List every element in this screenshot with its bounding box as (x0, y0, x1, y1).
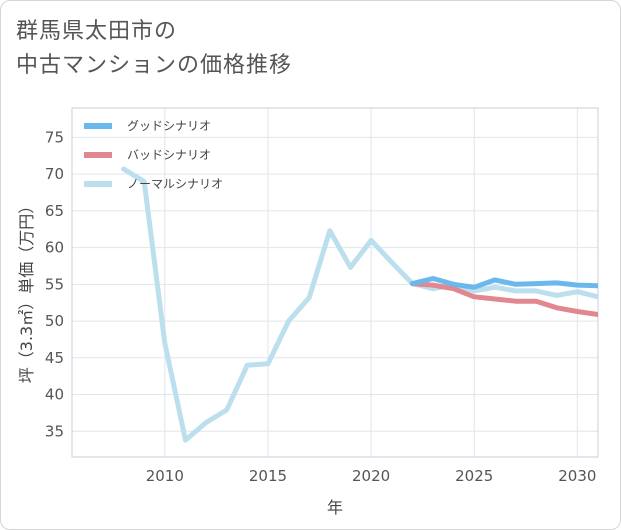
series-line-0 (409, 276, 598, 290)
y-tick-label-40: 40 (45, 386, 64, 404)
axis-ticks: 2010 2015 2020 2025 2030 35 40 45 50 55 60 65 70 75 (45, 128, 597, 485)
series-line-1 (409, 281, 598, 317)
x-tick-label-2025: 2025 (455, 467, 493, 485)
y-axis-label: 坪（3.3㎡）単価（万円） (17, 198, 36, 383)
legend-label-2: ノーマルシナリオ (127, 177, 223, 191)
y-tick-label-55: 55 (45, 275, 64, 293)
y-tick-label-45: 45 (45, 349, 64, 367)
x-axis-label: 年 (327, 498, 343, 517)
y-tick-label-50: 50 (45, 312, 64, 330)
legend-label-1: バッドシナリオ (127, 148, 211, 162)
chart-title-line-2: 中古マンションの価格推移 (16, 53, 293, 78)
y-tick-label-60: 60 (45, 239, 64, 257)
chart-title-line-1: 群馬県太田市の (16, 19, 178, 44)
grid-lines (72, 108, 598, 457)
x-tick-label-2020: 2020 (352, 467, 390, 485)
y-tick-label-75: 75 (45, 128, 64, 146)
y-tick-label-70: 70 (45, 165, 64, 183)
legend-label-0: グッドシナリオ (127, 119, 211, 133)
x-tick-label-2030: 2030 (558, 467, 596, 485)
series-line-2 (121, 166, 598, 443)
chart-title: 群馬県太田市の 中古マンションの価格推移 (16, 15, 292, 83)
x-tick-label-2010: 2010 (146, 467, 184, 485)
plot-area (71, 107, 599, 458)
x-tick-label-2015: 2015 (249, 467, 287, 485)
y-tick-label-65: 65 (45, 202, 64, 220)
series-lines (121, 166, 598, 443)
y-tick-label-35: 35 (45, 422, 64, 440)
plot-border (71, 107, 599, 458)
